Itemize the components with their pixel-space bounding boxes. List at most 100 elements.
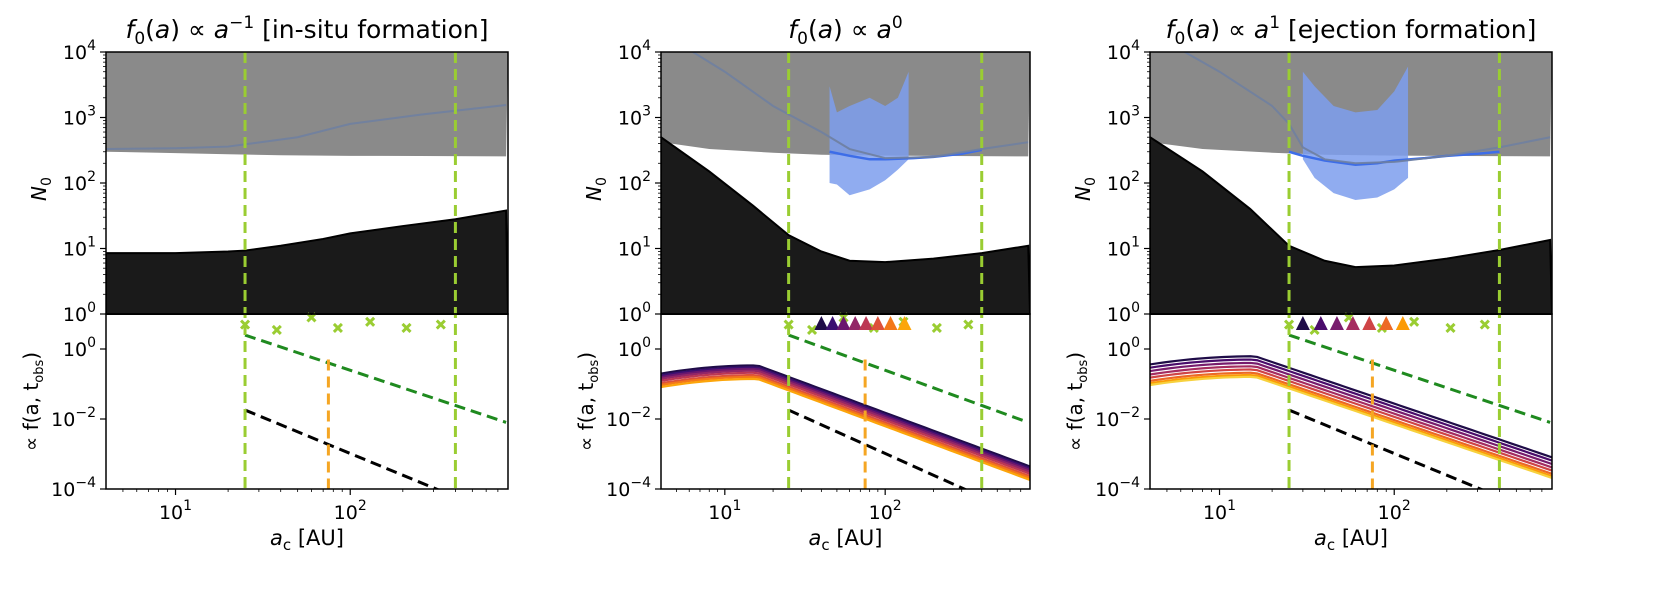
blue-confidence-band <box>829 71 909 196</box>
triangle-marker <box>870 316 885 330</box>
triangle-marker <box>836 316 851 330</box>
black-excluded-region <box>106 209 508 315</box>
plot-area <box>106 52 508 489</box>
ytick-label: 101 <box>63 235 96 261</box>
model-curve <box>661 366 1030 470</box>
ytick-label: 103 <box>618 104 651 130</box>
gray-excluded-region <box>661 52 1030 157</box>
ytick-label: 10−2 <box>606 405 651 431</box>
bottom-axes-frame <box>660 313 1031 490</box>
ytick-label: 101 <box>618 235 651 261</box>
ytick-label: 102 <box>618 169 651 195</box>
xtick-label: 102 <box>869 498 902 524</box>
x-marker <box>365 316 376 327</box>
green-dashed-line <box>244 333 507 424</box>
gray-excluded-region <box>1150 52 1552 157</box>
xtick-label: 101 <box>159 498 192 524</box>
green-dashed-line <box>1288 333 1551 424</box>
panel-title: f0(a) ∝ a1 [ejection formation] <box>1166 13 1537 49</box>
gray-constraint-line <box>691 52 1029 160</box>
ytick-label: 10−2 <box>51 405 96 431</box>
x-marker <box>1445 322 1456 333</box>
x-marker <box>332 322 343 333</box>
triangle-marker <box>883 316 898 330</box>
ytick-label: 10−4 <box>606 475 651 501</box>
bottom-axes-frame <box>1149 313 1553 490</box>
model-curve <box>661 371 1030 475</box>
triangle-marker <box>1395 316 1410 330</box>
model-curve <box>661 377 1030 482</box>
black-excluded-region <box>1150 136 1552 315</box>
top-ylabel: N0 <box>1071 177 1099 201</box>
gray-excluded-region <box>106 52 508 157</box>
x-marker <box>1479 319 1490 330</box>
triangle-marker <box>848 316 863 330</box>
x-marker <box>963 319 974 330</box>
model-curve <box>1150 358 1552 462</box>
top-ylabel: N0 <box>582 177 610 201</box>
ytick-label: 100 <box>618 300 651 326</box>
x-marker <box>271 324 282 336</box>
model-curve <box>1150 365 1552 469</box>
xlabel: ac [AU] <box>809 526 883 554</box>
x-marker <box>435 319 446 330</box>
ytick-label: 103 <box>63 104 96 130</box>
ytick-label: 10−2 <box>1095 405 1140 431</box>
ytick-label: 104 <box>618 38 651 64</box>
gray-constraint-line <box>106 104 507 151</box>
bottom-ylabel: ∝ f(a, tobs) <box>1063 352 1091 451</box>
ytick-label: 100 <box>63 335 96 361</box>
panel-title: f0(a) ∝ a−1 [in-situ formation] <box>126 13 489 49</box>
plot-area <box>661 52 1030 489</box>
xlabel: ac [AU] <box>270 526 344 554</box>
triangle-marker <box>897 316 912 330</box>
xtick-label: 101 <box>708 498 741 524</box>
black-excluded-region <box>661 135 1030 315</box>
model-curve <box>1150 373 1552 478</box>
model-curve <box>1150 371 1552 475</box>
ytick-label: 104 <box>1107 38 1140 64</box>
black-dashed-line <box>1288 408 1485 489</box>
green-dashed-line <box>788 333 1029 424</box>
xtick-label: 101 <box>1203 498 1236 524</box>
xtick-label: 102 <box>1378 498 1411 524</box>
model-curve <box>1150 368 1552 472</box>
ytick-label: 10−4 <box>51 475 96 501</box>
xlabel: ac [AU] <box>1314 526 1388 554</box>
x-marker <box>931 322 942 333</box>
bottom-ylabel: ∝ f(a, tobs) <box>574 352 602 451</box>
bottom-axes-frame <box>105 313 509 490</box>
triangle-marker <box>1345 316 1360 330</box>
ytick-label: 100 <box>1107 335 1140 361</box>
blue-confidence-band <box>1302 66 1409 201</box>
panel-left: 100 101 102 103 104 10−4 10−2 100 101 102 f0(a) ∝ … <box>19 13 509 554</box>
ytick-label: 101 <box>1107 235 1140 261</box>
xtick-label: 102 <box>334 498 367 524</box>
ytick-label: 102 <box>63 169 96 195</box>
black-dashed-line <box>244 408 441 489</box>
panel-right: 100 101 102 103 104 10−4 10−2 100 101 102 f0(a) ∝ … <box>1063 13 1553 554</box>
black-dashed-line <box>788 408 968 489</box>
model-curve <box>661 373 1030 478</box>
ytick-label: 102 <box>1107 169 1140 195</box>
x-marker <box>807 324 818 336</box>
top-ylabel: N0 <box>27 177 55 201</box>
plot-area <box>1150 52 1552 489</box>
gray-constraint-line <box>1182 52 1551 165</box>
bottom-ylabel: ∝ f(a, tobs) <box>19 352 47 451</box>
triangle-marker <box>1313 316 1328 330</box>
triangle-marker <box>825 316 840 330</box>
panel-middle: 100 101 102 103 104 10−4 10−2 100 101 102 f0(a) ∝ … <box>574 13 1031 554</box>
triangle-marker <box>1362 316 1377 330</box>
ytick-label: 103 <box>1107 104 1140 130</box>
model-curve <box>1150 355 1552 459</box>
model-curve <box>661 369 1030 473</box>
triangle-marker <box>859 316 874 330</box>
model-curve <box>1150 375 1552 479</box>
triangle-marker <box>1329 316 1344 330</box>
ytick-label: 100 <box>1107 300 1140 326</box>
ytick-label: 100 <box>63 300 96 326</box>
triangle-marker <box>1295 316 1310 330</box>
ytick-label: 10−4 <box>1095 475 1140 501</box>
